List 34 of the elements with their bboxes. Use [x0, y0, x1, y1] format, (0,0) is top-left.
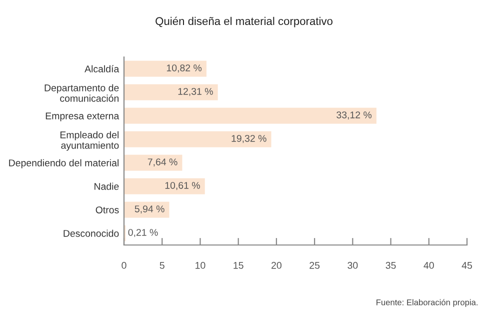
y-tick-label: Empleado del ayuntamiento	[60, 131, 119, 151]
y-tick-label: Dependiendo del material	[9, 159, 118, 168]
x-tick-label: 40	[424, 262, 434, 269]
x-tick-label: 15	[234, 262, 244, 269]
x-tick-label: 0	[122, 262, 126, 269]
x-tick-label: 10	[196, 262, 206, 269]
data-label: 12,31 %	[178, 88, 213, 96]
chart-title: Quién diseña el material corporativo	[156, 16, 332, 28]
data-label: 7,64 %	[148, 158, 178, 167]
data-label: 19,32 %	[232, 134, 266, 144]
bar	[124, 178, 205, 194]
data-label: 10,61 %	[165, 182, 200, 190]
data-label: 0,21 %	[128, 228, 158, 238]
y-tick-label: Otros	[96, 206, 119, 214]
data-label: 5,94 %	[134, 205, 164, 214]
bar	[124, 84, 218, 100]
y-tick-label: Nadie	[94, 182, 119, 190]
data-label: 10,82 %	[166, 64, 202, 73]
x-tick-label: 25	[310, 262, 320, 269]
y-tick-label: Desconocido	[64, 230, 119, 237]
x-tick-label: 5	[160, 262, 164, 269]
y-tick-label: Departamento de comunicación	[44, 84, 119, 102]
x-tick-label: 30	[348, 262, 358, 269]
source-note: Fuente: Elaboración propia.	[376, 299, 478, 307]
y-tick-label: Alcaldía	[84, 65, 120, 72]
x-tick-label: 45	[462, 262, 472, 269]
x-tick-label: 20	[272, 262, 282, 269]
data-label: 33,12 %	[336, 111, 372, 120]
y-tick-label: Empresa externa	[46, 112, 120, 122]
bar	[124, 60, 206, 77]
bar	[124, 131, 272, 148]
bar	[124, 108, 376, 124]
bar	[124, 154, 182, 171]
x-tick-label: 35	[386, 262, 396, 269]
